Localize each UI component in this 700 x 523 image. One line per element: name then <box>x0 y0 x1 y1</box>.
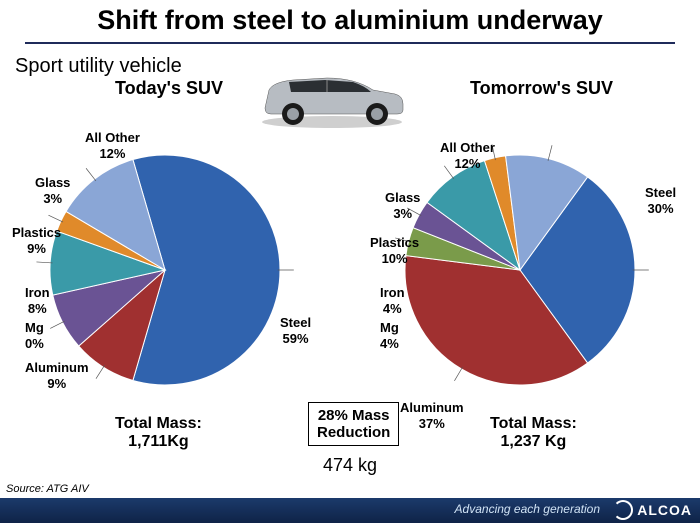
alcoa-logo: ALCOA <box>613 500 692 520</box>
source-citation: Source: ATG AIV <box>6 483 89 495</box>
right-label-aluminum: Aluminum37% <box>400 400 464 431</box>
right-slice-iron <box>413 202 520 270</box>
right-label-all-other: All Other12% <box>440 140 495 171</box>
left-label-plastics: Plastics9% <box>12 225 61 256</box>
title-underline <box>25 42 675 44</box>
right-label-mg: Mg4% <box>380 320 399 351</box>
footer-bar: Advancing each generation ALCOA <box>0 498 700 523</box>
right-slice-all-other <box>506 155 588 270</box>
page-title: Shift from steel to aluminium underway <box>0 5 700 36</box>
right-slice-glass <box>484 156 520 270</box>
right-slice-plastics <box>427 161 520 270</box>
left-label-all-other: All Other12% <box>85 130 140 161</box>
mass-reduction-text: 28% MassReduction <box>317 407 390 441</box>
left-chart-title: Today's SUV <box>115 78 223 99</box>
left-slice-glass <box>57 211 165 270</box>
right-total-mass: Total Mass:1,237 Kg <box>490 415 577 451</box>
subtitle: Sport utility vehicle <box>15 55 182 78</box>
left-label-mg: Mg0% <box>25 320 44 351</box>
left-label-glass: Glass3% <box>35 175 70 206</box>
mass-reduction-box: 28% MassReduction <box>308 402 399 446</box>
footer-tagline: Advancing each generation <box>455 502 600 516</box>
left-label-aluminum: Aluminum9% <box>25 360 89 391</box>
logo-swirl-icon <box>613 500 633 520</box>
right-chart-title: Tomorrow's SUV <box>470 78 613 99</box>
right-label-steel: Steel30% <box>645 185 676 216</box>
mass-reduction-kg: 474 kg <box>323 455 377 476</box>
left-label-steel: Steel59% <box>280 315 311 346</box>
right-label-plastics: Plastics10% <box>370 235 419 266</box>
left-slice-plastics <box>50 231 165 295</box>
right-slice-steel <box>520 177 635 363</box>
left-slice-iron <box>53 270 165 346</box>
logo-text: ALCOA <box>637 502 692 518</box>
suv-car-icon <box>255 60 410 130</box>
left-total-mass: Total Mass:1,711Kg <box>115 415 202 451</box>
slide: { "title": "Shift from steel to aluminiu… <box>0 0 700 523</box>
right-slice-aluminum <box>405 256 588 385</box>
left-slice-all-other <box>66 160 165 270</box>
left-slice-steel <box>133 155 280 385</box>
left-label-iron: Iron8% <box>25 285 50 316</box>
right-slice-mg <box>406 228 520 270</box>
left-slice-aluminum <box>79 270 165 380</box>
right-label-glass: Glass3% <box>385 190 420 221</box>
right-label-iron: Iron4% <box>380 285 405 316</box>
